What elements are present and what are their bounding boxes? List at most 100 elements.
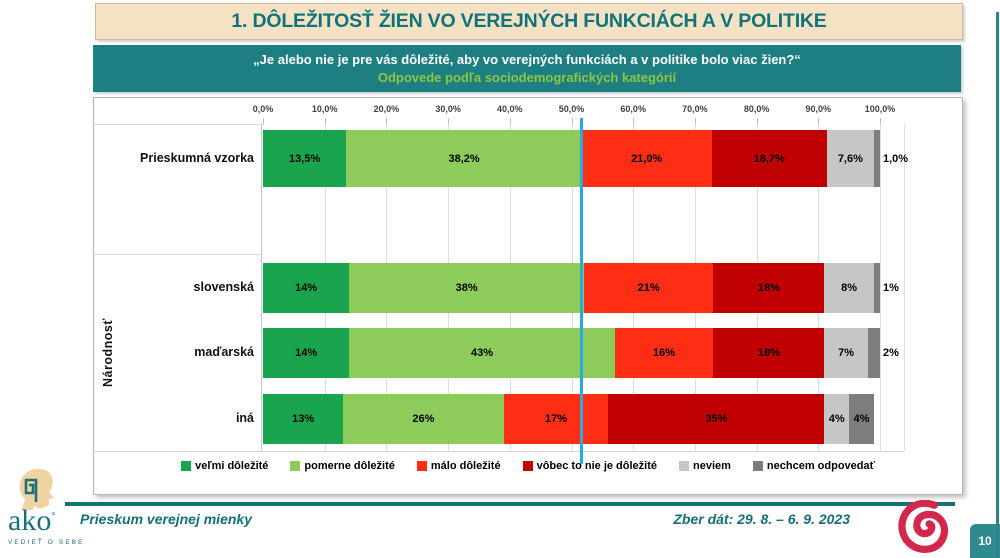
legend-swatch bbox=[679, 461, 689, 471]
bar-segment: 4% bbox=[849, 394, 874, 444]
axis-tick-label: 0,0% bbox=[252, 104, 274, 114]
bar-segment: 4% bbox=[824, 394, 850, 444]
bar-value-label: 18% bbox=[757, 347, 780, 359]
axis-tick-mark bbox=[880, 118, 881, 125]
bar-row: 14% 38% 21% 18% 8% 1% bbox=[263, 263, 899, 313]
category-label: maďarská bbox=[194, 345, 254, 359]
bar-value-label: 7% bbox=[838, 347, 854, 359]
bar-value-label: 17% bbox=[545, 413, 568, 425]
survey-question: „Je alebo nie je pre vás dôležité, aby v… bbox=[253, 52, 801, 67]
bar-value-label: 4% bbox=[828, 413, 845, 425]
bar-segment: 21,0% bbox=[581, 130, 712, 187]
page-number-badge: 10 bbox=[970, 524, 1000, 558]
bar-segment: 13% bbox=[263, 394, 344, 444]
bar-segment: 1% bbox=[873, 263, 899, 313]
bar-value-label: 21% bbox=[637, 282, 660, 294]
axis-tick-label: 80,0% bbox=[743, 104, 770, 114]
axis-tick-mark bbox=[633, 118, 635, 125]
bar-segment: 35% bbox=[608, 394, 825, 444]
bar-segment: 26% bbox=[343, 394, 504, 444]
axis-tick-label: 60,0% bbox=[620, 104, 646, 114]
bar-segment: 13,5% bbox=[263, 130, 347, 187]
bar-value-label: 2% bbox=[882, 347, 899, 359]
slide-right-edge-line bbox=[996, 12, 999, 558]
legend-label: nechcem odpovedať bbox=[766, 460, 875, 472]
group-axis-label: Národnosť bbox=[101, 318, 115, 387]
ako-logo: ako° VEDIEŤ O SEBE bbox=[8, 468, 82, 546]
legend-label: málo dôležité bbox=[430, 460, 501, 472]
bar-segment: 21% bbox=[583, 263, 714, 313]
bar-row: 13% 26% 17% 35% 4% 4% bbox=[263, 394, 874, 444]
ako-head-profile-icon bbox=[19, 468, 54, 510]
footer-divider bbox=[65, 502, 955, 506]
legend-label: pomerne dôležité bbox=[304, 460, 395, 472]
bar-segment: 7% bbox=[824, 328, 868, 378]
bar-value-label: 4% bbox=[853, 413, 870, 425]
bar-value-label: 14% bbox=[295, 347, 318, 359]
axis-tick-label: 90,0% bbox=[805, 104, 832, 114]
question-subline: Odpovede podľa sociodemografických kateg… bbox=[377, 70, 677, 85]
axis-tick-mark bbox=[571, 118, 573, 125]
legend-label: neviem bbox=[693, 460, 731, 472]
bar-segment: 18% bbox=[713, 328, 825, 378]
axis-tick-mark bbox=[756, 118, 758, 125]
bar-value-label: 8% bbox=[841, 282, 858, 294]
legend-item: neviem bbox=[679, 460, 731, 472]
bar-value-label: 14% bbox=[295, 282, 318, 294]
bar-segment: 14% bbox=[263, 263, 350, 313]
bar-segment: 8% bbox=[824, 263, 874, 313]
bar-segment: 38,2% bbox=[346, 130, 582, 187]
legend-item: vôbec to nie je dôležité bbox=[522, 460, 657, 472]
slide-title-bar: 1. DÔLEŽITOSŤ ŽIEN VO VEREJNÝCH FUNKCIÁC… bbox=[95, 3, 963, 40]
gridline bbox=[880, 124, 881, 451]
bar-segment: 2% bbox=[867, 328, 899, 378]
bar-segment: 14% bbox=[263, 328, 350, 378]
bar-segment: 38% bbox=[349, 263, 584, 313]
legend: veľmi dôležité pomerne dôležité málo dôlež… bbox=[94, 460, 962, 472]
legend-swatch bbox=[416, 461, 427, 471]
page-number: 10 bbox=[978, 534, 992, 548]
legend-label: vôbec to nie je dôležité bbox=[536, 460, 657, 472]
category-label: slovenská bbox=[193, 280, 254, 294]
bar-value-label: 7,6% bbox=[837, 152, 863, 165]
bar-value-label: 18,7% bbox=[753, 152, 785, 165]
label-plot-divider bbox=[261, 124, 262, 451]
axis-tick-label: 40,0% bbox=[497, 104, 523, 114]
legend-swatch bbox=[290, 461, 301, 471]
legend-item: málo dôležité bbox=[416, 460, 501, 472]
bar-value-label: 38% bbox=[455, 282, 478, 294]
axis-tick-label: 70,0% bbox=[682, 104, 708, 114]
bar-value-label: 26% bbox=[412, 413, 435, 425]
axis-tick-label: 100,0% bbox=[864, 104, 896, 114]
axis-tick-label: 20,0% bbox=[373, 104, 400, 114]
legend-item: pomerne dôležité bbox=[290, 460, 395, 472]
bar-value-label: 1,0% bbox=[882, 152, 909, 165]
legend-swatch bbox=[181, 461, 192, 471]
bar-segment: 18% bbox=[713, 263, 825, 313]
legend-swatch bbox=[752, 461, 763, 471]
ako-logo-text: ako° bbox=[8, 504, 56, 537]
bar-value-label: 16% bbox=[653, 347, 676, 359]
axis-tick-mark bbox=[818, 118, 820, 125]
axis-tick-mark bbox=[263, 118, 264, 125]
axis-tick-mark bbox=[448, 118, 450, 125]
question-band: „Je alebo nie je pre vás dôležité, aby v… bbox=[93, 45, 961, 92]
axis-tick-label: 30,0% bbox=[435, 104, 461, 114]
bar-segment: 43% bbox=[349, 328, 615, 378]
bar-value-label: 13,5% bbox=[289, 152, 321, 165]
axis-tick-mark bbox=[509, 118, 511, 125]
group-divider-line bbox=[94, 254, 261, 255]
legend-item: nechcem odpovedať bbox=[752, 460, 875, 472]
bar-row: 13,5% 38,2% 21,0% 18,7% 7,6% 1,0% bbox=[263, 130, 908, 187]
bar-row: 14% 43% 16% 18% 7% 2% bbox=[263, 328, 899, 378]
axis-tick-mark bbox=[694, 118, 696, 125]
chart-panel: 0,0% 10,0% 20,0% 30,0% 40,0% 50,0% 60,0% 70,0% 8… bbox=[93, 97, 963, 495]
bar-segment: 7,6% bbox=[826, 130, 874, 187]
page-title: 1. DÔLEŽITOSŤ ŽIEN VO VEREJNÝCH FUNKCIÁC… bbox=[231, 10, 827, 32]
axis-tick-mark bbox=[324, 118, 326, 125]
bar-value-label: 13% bbox=[292, 413, 315, 425]
plot-right-border bbox=[904, 124, 905, 451]
category-label: Prieskumná vzorka bbox=[140, 150, 254, 165]
bar-segment: 18,7% bbox=[711, 130, 827, 187]
